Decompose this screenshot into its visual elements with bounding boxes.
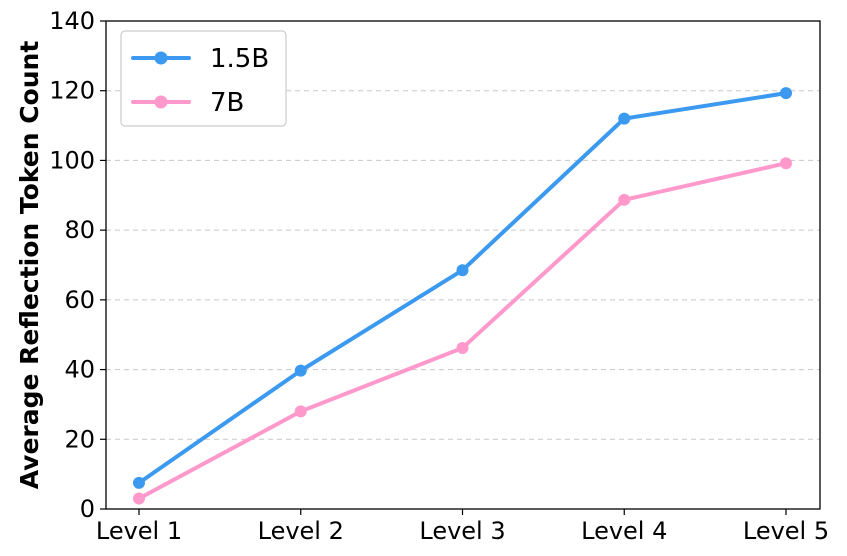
series-group (133, 87, 792, 505)
y-tick-label: 60 (64, 286, 95, 314)
y-axis-label: Average Reflection Token Count (15, 41, 44, 490)
legend-marker (154, 95, 168, 109)
y-tick-label: 100 (49, 146, 95, 174)
data-point (456, 264, 469, 277)
legend-label: 7B (210, 88, 244, 118)
data-point (133, 476, 145, 489)
y-axis-ticks: 0 20 40 60 80 100 120 140 (49, 7, 106, 523)
series-1.5B (133, 87, 792, 489)
x-tick-label: Level 4 (581, 517, 667, 545)
data-point (294, 405, 307, 418)
series-line (137, 91, 788, 485)
y-tick-label: 120 (49, 77, 95, 105)
data-point (780, 87, 792, 100)
data-point (618, 193, 631, 206)
legend-label: 1.5B (210, 44, 269, 74)
data-point (618, 112, 631, 125)
y-tick-label: 0 (80, 495, 95, 523)
data-point (133, 492, 145, 505)
data-point (780, 157, 792, 170)
x-tick-label: Level 1 (96, 517, 182, 545)
data-point (294, 364, 307, 377)
x-tick-label: Level 3 (419, 517, 505, 545)
y-tick-label: 140 (49, 7, 95, 35)
series-line (137, 161, 788, 501)
y-tick-label: 20 (64, 425, 95, 453)
x-tick-label: Level 2 (258, 517, 344, 545)
data-point (456, 341, 469, 354)
y-tick-label: 80 (64, 216, 95, 244)
legend: 1.5B 7B (120, 30, 287, 127)
plot-frame (105, 20, 821, 510)
y-tick-label: 40 (64, 356, 95, 384)
legend-marker (154, 51, 168, 65)
x-axis-ticks: Level 1 Level 2 Level 3 Level 4 Level 5 (96, 509, 829, 545)
series-7B (133, 157, 792, 505)
x-tick-label: Level 5 (743, 517, 829, 545)
